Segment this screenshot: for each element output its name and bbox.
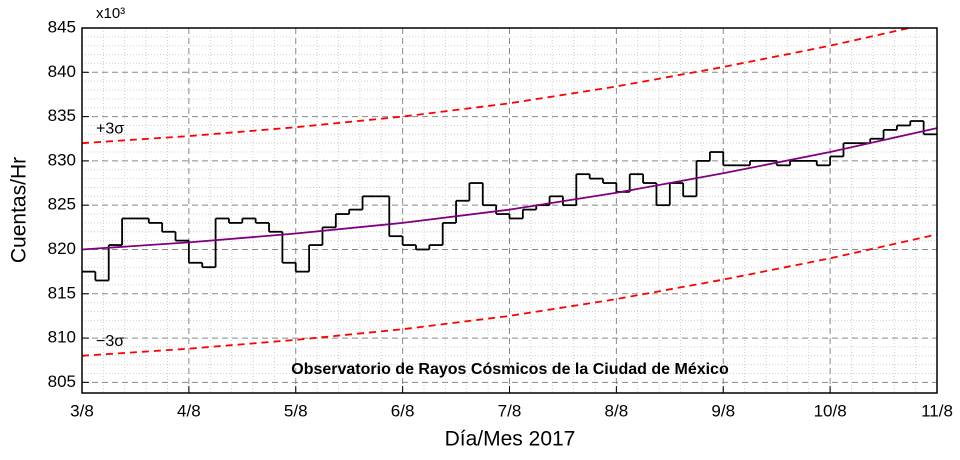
y-tick-label: 805 xyxy=(48,372,76,391)
x-axis-title: Día/Mes 2017 xyxy=(445,428,576,451)
x-tick-label: 7/8 xyxy=(498,401,522,420)
y-tick-label: 835 xyxy=(48,106,76,125)
x-tick-label: 11/8 xyxy=(921,401,953,420)
y-tick-label: 820 xyxy=(48,239,76,258)
y-tick-label: 815 xyxy=(48,283,76,302)
y-tick-label: 825 xyxy=(48,195,76,214)
plot-area xyxy=(82,28,937,357)
x-tick-label: 9/8 xyxy=(711,401,735,420)
series-label: −3σ xyxy=(96,333,124,350)
y-tick-label: 810 xyxy=(48,328,76,347)
y-tick-label: 830 xyxy=(48,150,76,169)
x-tick-label: 4/8 xyxy=(177,401,201,420)
x-tick-label: 5/8 xyxy=(284,401,308,420)
y-axis-title: Cuentas/Hr xyxy=(8,157,31,263)
annotation: Observatorio de Rayos Cósmicos de la Ciu… xyxy=(291,361,729,378)
series-label: +3σ xyxy=(96,120,124,137)
x-tick-label: 6/8 xyxy=(391,401,415,420)
axis-multiplier: x10³ xyxy=(96,5,125,22)
x-tick-label: 3/8 xyxy=(70,401,94,420)
x-tick-label: 10/8 xyxy=(814,401,847,420)
y-tick-label: 845 xyxy=(48,17,76,36)
line-series xyxy=(82,127,937,251)
x-tick-label: 8/8 xyxy=(605,401,629,420)
y-tick-label: 840 xyxy=(48,62,76,81)
plot-frame xyxy=(81,27,938,394)
